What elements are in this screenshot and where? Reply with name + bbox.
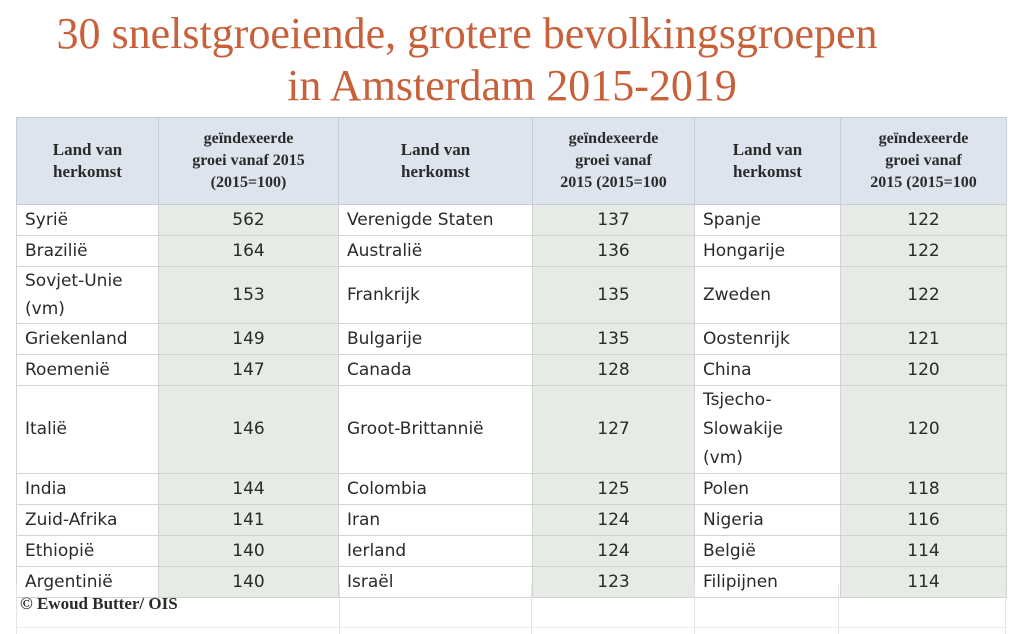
growth-value-cell: 120: [840, 385, 1007, 474]
country-cell: Ethiopië: [16, 535, 159, 567]
country-cell: Canada: [338, 354, 533, 386]
growth-value-cell: 123: [532, 566, 695, 598]
below-divider: [531, 585, 532, 634]
country-cell: Groot-Brittannië: [338, 385, 533, 474]
country-cell: Nigeria: [694, 504, 841, 536]
growth-value-cell: 121: [840, 323, 1007, 355]
table-row: Italië 146 Groot-Brittannië 127 Tsjecho- Slo…: [16, 385, 1007, 474]
country-cell: Hongarije: [694, 235, 841, 267]
table-row: Roemenië 147 Canada 128 China 120: [16, 354, 1007, 386]
chart-title-line-2: in Amsterdam 2015-2019: [287, 61, 737, 110]
country-cell: Argentinië: [16, 566, 159, 598]
growth-value-cell: 137: [532, 204, 695, 236]
header-growth-2: geïndexeerde groei vanaf 2015 (2015=100: [532, 117, 695, 205]
country-cell: Oostenrijk: [694, 323, 841, 355]
country-cell: Iran: [338, 504, 533, 536]
growth-value-cell: 144: [158, 473, 339, 505]
country-cell: Polen: [694, 473, 841, 505]
country-cell: België: [694, 535, 841, 567]
country-cell: Tsjecho- Slowakije (vm): [694, 385, 841, 474]
table-row: Ethiopië 140 Ierland 124 België 114: [16, 535, 1007, 567]
country-cell: Zuid-Afrika: [16, 504, 159, 536]
growth-value-cell: 136: [532, 235, 695, 267]
country-cell: Bulgarije: [338, 323, 533, 355]
copyright-credit: © Ewoud Butter/ OIS: [20, 594, 178, 613]
growth-value-cell: 128: [532, 354, 695, 386]
table-row: Brazilië 164 Australië 136 Hongarije 122: [16, 235, 1007, 267]
header-growth-1: geïndexeerde groei vanaf 2015 (2015=100): [158, 117, 339, 205]
country-cell: Frankrijk: [338, 266, 533, 324]
header-country-1: Land van herkomst: [16, 117, 159, 205]
growth-value-cell: 122: [840, 266, 1007, 324]
country-cell: Ierland: [338, 535, 533, 567]
growth-table: Land van herkomst geïndexeerde groei van…: [16, 117, 1007, 598]
growth-value-cell: 135: [532, 323, 695, 355]
growth-value-cell: 116: [840, 504, 1007, 536]
header-growth-3: geïndexeerde groei vanaf 2015 (2015=100: [840, 117, 1007, 205]
header-country-2: Land van herkomst: [338, 117, 533, 205]
growth-value-cell: 164: [158, 235, 339, 267]
country-cell: Roemenië: [16, 354, 159, 386]
growth-value-cell: 122: [840, 204, 1007, 236]
growth-value-cell: 122: [840, 235, 1007, 267]
country-cell: China: [694, 354, 841, 386]
table-row: Argentinië 140 Israël 123 Filipijnen 114: [16, 566, 1007, 598]
growth-value-cell: 127: [532, 385, 695, 474]
country-cell: Brazilië: [16, 235, 159, 267]
table-header-row: Land van herkomst geïndexeerde groei van…: [16, 117, 1007, 205]
growth-value-cell: 153: [158, 266, 339, 324]
country-cell: Zweden: [694, 266, 841, 324]
below-divider: [16, 585, 17, 634]
table-body: Syrië 562 Verenigde Staten 137 Spanje 122 Braz…: [16, 204, 1007, 598]
chart-title-line-1: 30 snelstgroeiende, grotere bevolkingsgr…: [56, 9, 878, 58]
table-row: India 144 Colombia 125 Polen 118: [16, 473, 1007, 505]
growth-value-cell: 124: [532, 535, 695, 567]
country-cell: Colombia: [338, 473, 533, 505]
header-country-3: Land van herkomst: [694, 117, 841, 205]
below-divider: [694, 585, 695, 634]
country-cell: Israël: [338, 566, 533, 598]
growth-value-cell: 141: [158, 504, 339, 536]
below-divider: [1005, 585, 1006, 634]
table-row: Sovjet-Unie (vm) 153 Frankrijk 135 Zweden 122: [16, 266, 1007, 324]
country-cell: Italië: [16, 385, 159, 474]
below-divider: [339, 585, 340, 634]
country-cell: India: [16, 473, 159, 505]
growth-value-cell: 114: [840, 535, 1007, 567]
growth-value-cell: 147: [158, 354, 339, 386]
growth-value-cell: 140: [158, 535, 339, 567]
below-divider: [838, 585, 839, 634]
growth-value-cell: 114: [840, 566, 1007, 598]
country-cell: Australië: [338, 235, 533, 267]
country-cell: Filipijnen: [694, 566, 841, 598]
country-cell: Spanje: [694, 204, 841, 236]
country-cell: Sovjet-Unie (vm): [16, 266, 159, 324]
country-cell: Syrië: [16, 204, 159, 236]
growth-value-cell: 140: [158, 566, 339, 598]
table-row: Griekenland 149 Bulgarije 135 Oostenrijk 121: [16, 323, 1007, 355]
growth-value-cell: 125: [532, 473, 695, 505]
growth-value-cell: 124: [532, 504, 695, 536]
growth-value-cell: 562: [158, 204, 339, 236]
growth-value-cell: 118: [840, 473, 1007, 505]
growth-value-cell: 120: [840, 354, 1007, 386]
growth-value-cell: 146: [158, 385, 339, 474]
table-row: Zuid-Afrika 141 Iran 124 Nigeria 116: [16, 504, 1007, 536]
table-row: Syrië 562 Verenigde Staten 137 Spanje 122: [16, 204, 1007, 236]
growth-value-cell: 135: [532, 266, 695, 324]
growth-value-cell: 149: [158, 323, 339, 355]
below-rule: [16, 627, 1006, 628]
country-cell: Verenigde Staten: [338, 204, 533, 236]
country-cell: Griekenland: [16, 323, 159, 355]
